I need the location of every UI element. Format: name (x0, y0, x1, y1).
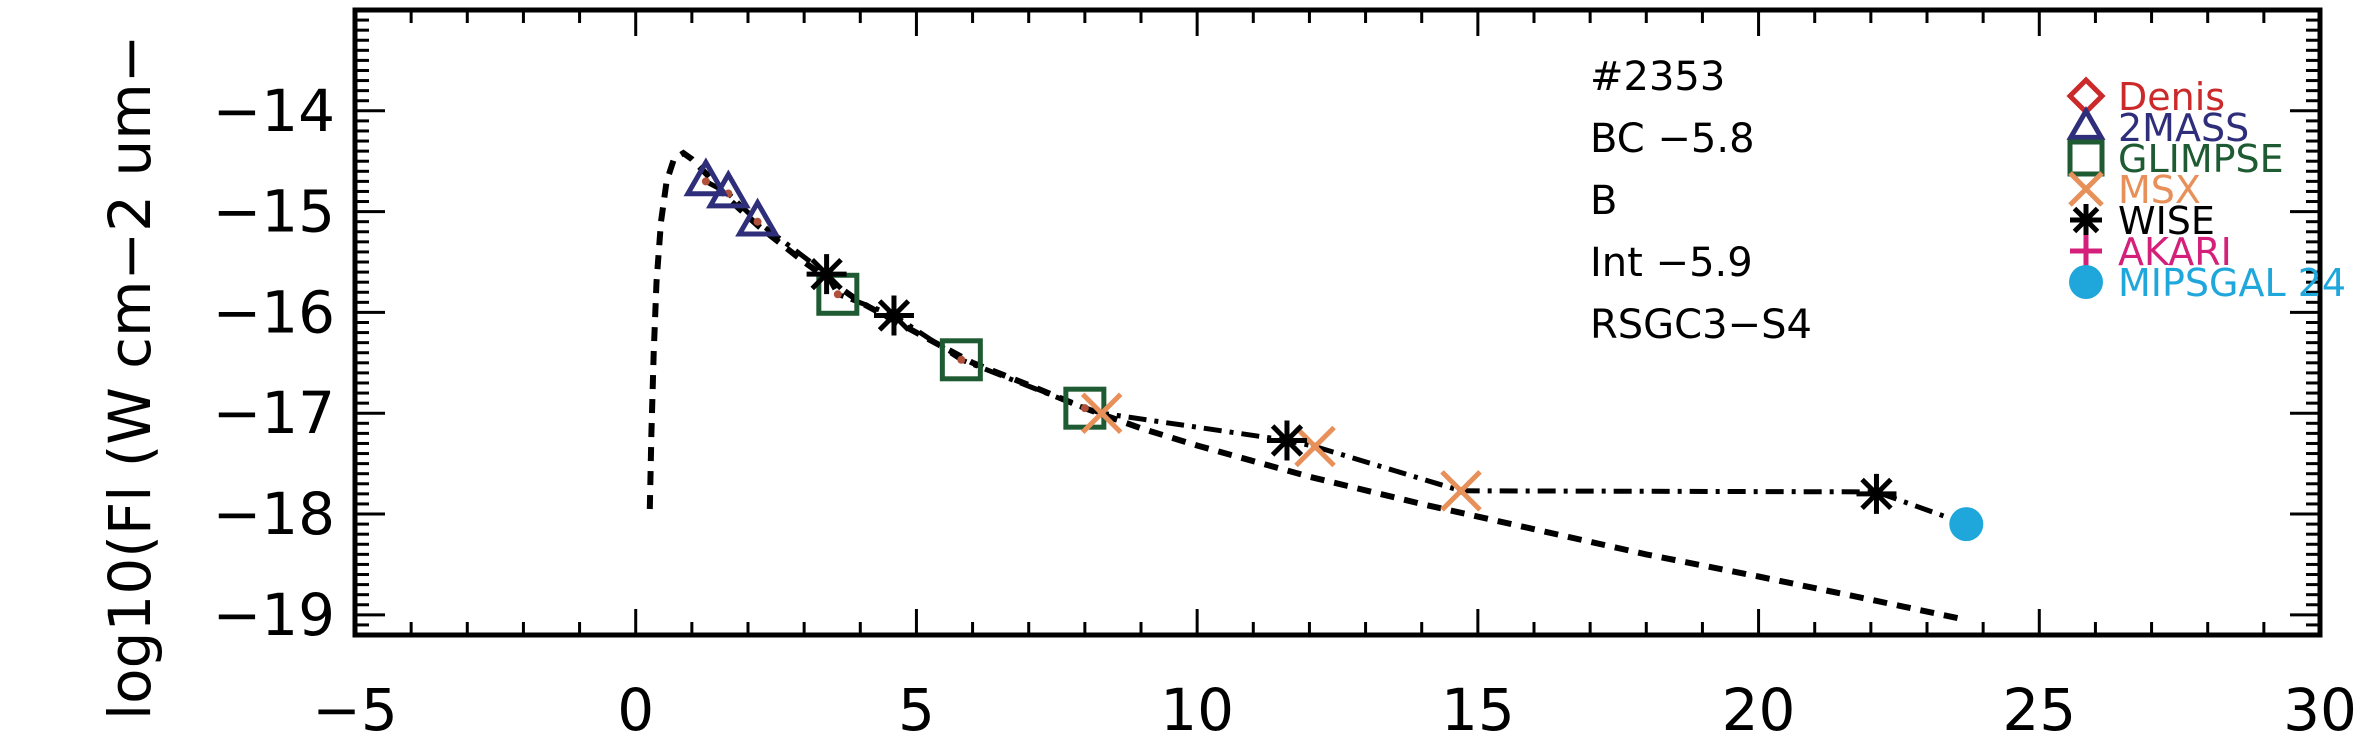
point-glimpse (939, 338, 983, 382)
point-mipsgal-24 (1949, 507, 1984, 542)
x-tick-label: 15 (1441, 676, 1515, 744)
x-tick-label: −5 (312, 676, 398, 744)
point-2mass (705, 169, 751, 209)
sed-dot (833, 290, 842, 299)
y-axis-label: log10(Fl (W cm−2 um− (96, 35, 164, 720)
sed-dot (1080, 404, 1089, 413)
y-tick-label: −14 (213, 77, 335, 145)
legend-label: WISE (2118, 199, 2215, 243)
y-tick-label: −15 (213, 178, 335, 246)
y-tick-label: −16 (213, 278, 335, 346)
plot-frame (352, 7, 2323, 638)
legend-marker-mipsgal-24 (2069, 265, 2103, 299)
x-tick-label: 0 (617, 676, 654, 744)
sed-curves (646, 149, 1971, 623)
legend-marker-akari (2070, 235, 2102, 267)
legend-marker-glimpse (2067, 139, 2105, 177)
sed-dot (701, 177, 710, 186)
annotation-block: #2353 BC −5.8 B Int −5.9 RSGC3−S4 (1590, 54, 1812, 348)
x-tick-label: 25 (2002, 676, 2076, 744)
annotation-int: Int −5.9 (1590, 240, 1753, 286)
annotation-class: B (1590, 178, 1617, 224)
legend-label: AKARI (2118, 230, 2232, 274)
model-curve (646, 149, 1967, 623)
y-tick-labels: −19 −18 −17 −16 −15 −14 (213, 77, 335, 649)
legend-marker-msx (2068, 171, 2104, 207)
y-tick-label: −18 (213, 480, 335, 548)
sed-dot (957, 355, 966, 364)
point-wise (806, 254, 847, 295)
point-msx (1440, 470, 1482, 512)
sed-dot (753, 217, 762, 226)
x-tick-label: 20 (1722, 676, 1796, 744)
point-wise (1266, 420, 1307, 461)
point-msx (1294, 425, 1336, 468)
legend-marker-wise (2070, 204, 2102, 236)
data-points (683, 157, 1984, 542)
point-2mass (735, 197, 780, 237)
legend-marker-2mass (2066, 105, 2106, 140)
annotation-bc: BC −5.8 (1590, 116, 1755, 162)
legend-label: MIPSGAL 24 (2118, 261, 2346, 305)
axis-ticks (353, 8, 2322, 637)
legend-label: MSX (2118, 168, 2201, 212)
legend-label: Denis (2118, 75, 2225, 119)
point-msx (1080, 392, 1123, 434)
x-tick-labels: −5 0 5 10 15 20 25 30 (312, 676, 2357, 744)
x-tick-label: 5 (898, 676, 935, 744)
y-tick-label: −19 (213, 581, 335, 649)
point-wise (873, 295, 914, 336)
y-tick-label: −17 (213, 379, 335, 447)
annotation-name: RSGC3−S4 (1590, 302, 1812, 348)
legend-label: 2MASS (2118, 106, 2249, 150)
x-tick-label: 10 (1160, 676, 1234, 744)
point-wise (1856, 473, 1897, 514)
point-2mass (683, 157, 729, 197)
observed-sed-line (704, 179, 1968, 527)
annotation-source-id: #2353 (1590, 54, 1725, 100)
x-tick-label: 30 (2283, 676, 2357, 744)
legend-label: GLIMPSE (2118, 137, 2284, 181)
